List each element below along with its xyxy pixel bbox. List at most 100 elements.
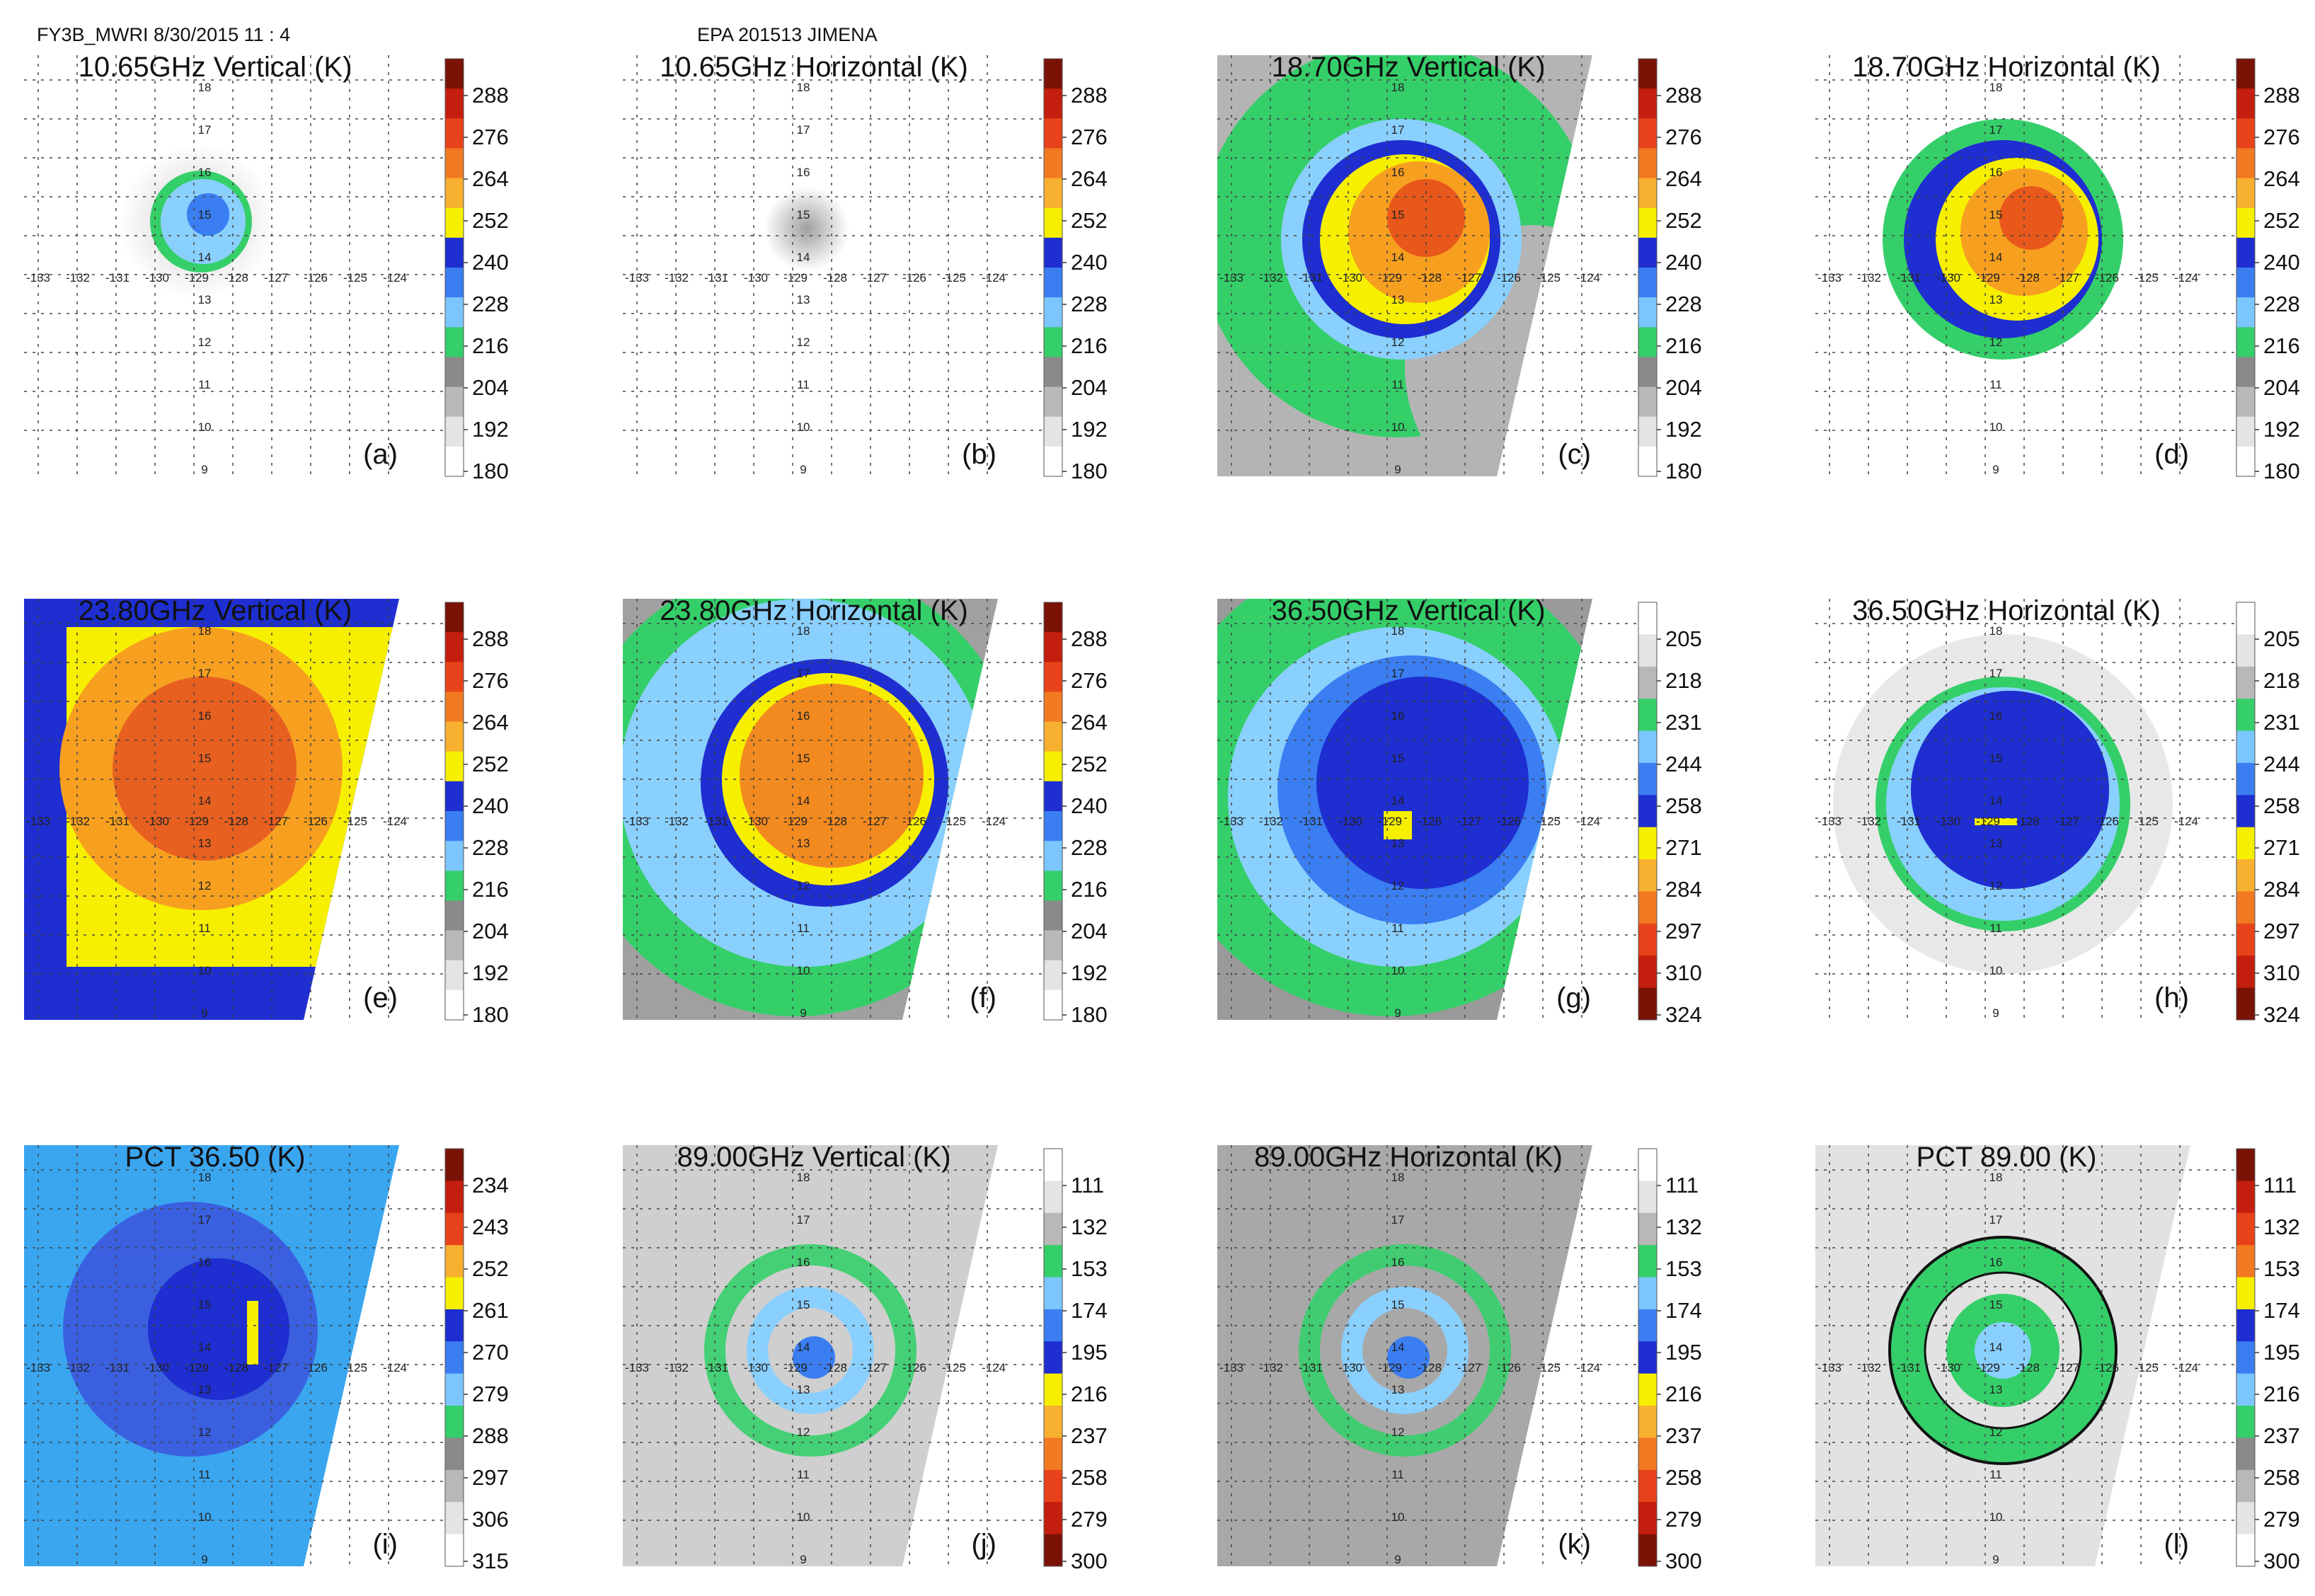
colorbar-tick: 240 bbox=[1665, 250, 1702, 275]
colorbar-tick: 264 bbox=[472, 166, 509, 191]
colorbar-segment bbox=[445, 268, 464, 298]
lat-label: 12 bbox=[797, 879, 810, 892]
grid-d: 18 17 16 15 14 13 12 11 10 9 -133 -132 -131 -130 -129 -… bbox=[1815, 55, 2247, 476]
lon-label: -125 bbox=[2135, 271, 2159, 285]
lon-label: -126 bbox=[1497, 271, 1521, 285]
lon-label: -127 bbox=[863, 815, 887, 828]
colorbar-tick: 240 bbox=[472, 250, 509, 275]
colorbar-segment bbox=[445, 960, 464, 991]
colorbar-segment bbox=[2236, 148, 2255, 179]
lon-label: -130 bbox=[744, 815, 768, 828]
colorbar-tick: 192 bbox=[472, 960, 509, 985]
colorbar-segment bbox=[2236, 1502, 2255, 1535]
colorbar-segment bbox=[2236, 955, 2255, 989]
colorbar-tick: 205 bbox=[2263, 626, 2300, 651]
colorbar-segment bbox=[445, 1277, 464, 1310]
lat-label: 14 bbox=[1391, 794, 1405, 808]
lon-label: -131 bbox=[105, 271, 130, 285]
lon-label: -124 bbox=[982, 271, 1006, 285]
colorbar-segment bbox=[1044, 118, 1062, 149]
colorbar-tick: 237 bbox=[1665, 1423, 1702, 1448]
lat-label: 17 bbox=[797, 667, 810, 680]
panel-g: 18 17 16 15 14 13 12 11 10 9 -133 -132 -131 -130 -129 -… bbox=[1217, 595, 1702, 1027]
colorbar-segment bbox=[1638, 634, 1657, 667]
lat-label: 17 bbox=[1391, 123, 1405, 137]
colorbar-tick: 192 bbox=[1071, 417, 1108, 442]
lon-label: -132 bbox=[665, 815, 689, 828]
colorbar-tick: 288 bbox=[472, 626, 509, 651]
colorbar-tick: 300 bbox=[1665, 1549, 1702, 1573]
lat-label: 14 bbox=[198, 794, 212, 808]
colorbar-segment bbox=[2236, 416, 2255, 447]
panel-label: (b) bbox=[962, 439, 996, 470]
lon-label: -127 bbox=[264, 271, 288, 285]
colorbar-segment bbox=[1044, 1502, 1062, 1535]
colorbar-tick: 252 bbox=[1665, 208, 1702, 233]
lat-label: 14 bbox=[1391, 1340, 1405, 1354]
panel-label: (c) bbox=[1558, 439, 1591, 470]
colorbar-segment bbox=[445, 148, 464, 179]
colorbar-tick: 216 bbox=[1665, 333, 1702, 358]
panel-label: (i) bbox=[372, 1529, 398, 1560]
colorbar-segment bbox=[1638, 1469, 1657, 1503]
field-l bbox=[1815, 1145, 2190, 1566]
colorbar-segment bbox=[1638, 1534, 1657, 1567]
lon-label: -125 bbox=[2135, 815, 2159, 828]
lon-label: -126 bbox=[1497, 1361, 1521, 1374]
lat-label: 18 bbox=[1391, 81, 1405, 94]
colorbar-tick: 276 bbox=[1071, 668, 1108, 693]
colorbar-j: 111 132 153 174 195 216 237 258 279 300 bbox=[1043, 1148, 1108, 1573]
colorbar-segment bbox=[1638, 827, 1657, 860]
colorbar-segment bbox=[2236, 88, 2255, 119]
field-a bbox=[24, 55, 427, 476]
lat-label: 9 bbox=[800, 1006, 806, 1020]
lat-label: 9 bbox=[1394, 1553, 1401, 1566]
colorbar-segment bbox=[445, 900, 464, 931]
colorbar-segment bbox=[1044, 1277, 1062, 1310]
colorbar-tick: 132 bbox=[1071, 1215, 1108, 1239]
lon-label: -131 bbox=[105, 815, 130, 828]
colorbar-tick: 231 bbox=[1665, 710, 1702, 735]
colorbar-tick: 288 bbox=[472, 83, 509, 108]
lat-label: 15 bbox=[198, 208, 212, 222]
lat-label: 18 bbox=[797, 81, 810, 94]
colorbar-k: 111 132 153 174 195 216 237 258 279 300 bbox=[1638, 1148, 1702, 1573]
lon-label: -131 bbox=[704, 1361, 728, 1374]
colorbar-tick: 234 bbox=[472, 1173, 509, 1198]
lat-label: 11 bbox=[797, 378, 810, 391]
lat-label: 10 bbox=[1989, 420, 2003, 434]
colorbar-segment bbox=[1638, 178, 1657, 209]
colorbar-tick: 218 bbox=[2263, 668, 2300, 693]
lat-label: 9 bbox=[800, 463, 806, 476]
lat-label: 12 bbox=[198, 335, 212, 349]
colorbar-segment bbox=[1044, 721, 1062, 752]
colorbar-segment bbox=[2236, 1406, 2255, 1438]
colorbar-segment bbox=[1044, 811, 1062, 842]
colorbar-segment bbox=[445, 59, 464, 89]
field-b bbox=[623, 55, 1026, 476]
colorbar-segment bbox=[1044, 386, 1062, 418]
colorbar-segment bbox=[445, 416, 464, 447]
colorbar-tick: 276 bbox=[472, 125, 509, 149]
colorbar-tick: 300 bbox=[2263, 1549, 2300, 1573]
lat-label: 14 bbox=[1989, 251, 2003, 264]
colorbar-tick: 240 bbox=[472, 793, 509, 818]
colorbar-tick: 279 bbox=[2263, 1507, 2300, 1532]
lat-label: 10 bbox=[198, 964, 212, 977]
panel-label: (k) bbox=[1558, 1529, 1591, 1560]
colorbar-tick: 300 bbox=[1071, 1549, 1108, 1573]
lat-label: 12 bbox=[198, 1425, 212, 1439]
colorbar-tick: 216 bbox=[1665, 1382, 1702, 1406]
panel-i: 18 17 16 15 14 13 12 11 10 9 -133 -132 -131 -130 -129 -… bbox=[24, 1142, 509, 1573]
colorbar-segment bbox=[1044, 1149, 1062, 1181]
lon-label: -128 bbox=[2016, 1361, 2040, 1374]
panel-label: (e) bbox=[363, 982, 398, 1014]
lat-label: 15 bbox=[198, 752, 212, 765]
lon-label: -132 bbox=[66, 1361, 90, 1374]
colorbar-tick: 153 bbox=[1665, 1256, 1702, 1281]
lon-label: -130 bbox=[1338, 271, 1362, 285]
lat-label: 14 bbox=[1391, 251, 1405, 264]
lat-label: 14 bbox=[198, 1340, 212, 1354]
lon-label: -126 bbox=[902, 815, 926, 828]
